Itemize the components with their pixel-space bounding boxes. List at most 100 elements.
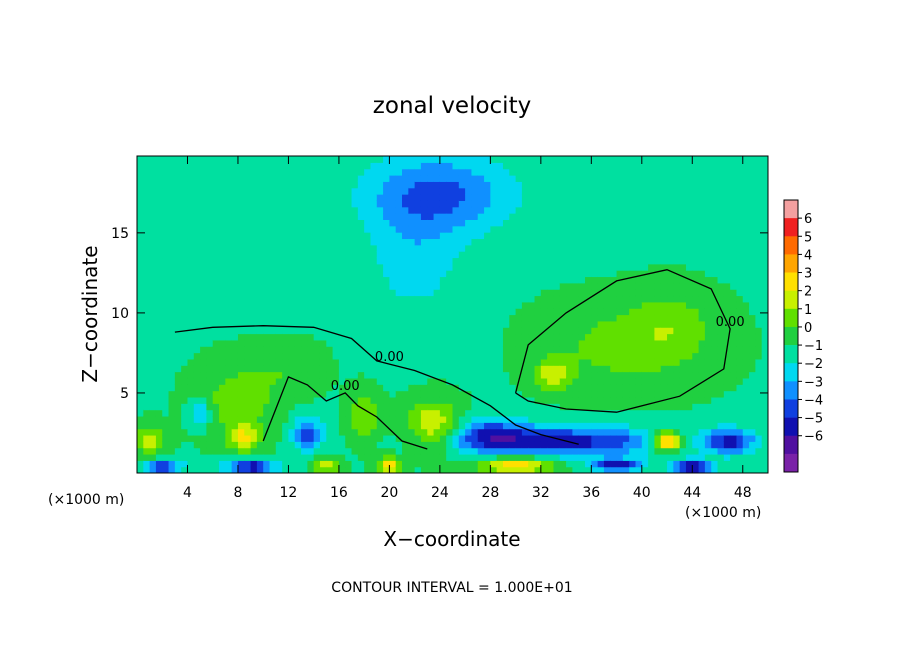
heatmap-cell <box>679 194 687 201</box>
heatmap-cell <box>553 327 561 335</box>
heatmap-cell <box>168 257 176 265</box>
heatmap-cell <box>174 453 182 461</box>
heatmap-cell <box>414 263 422 271</box>
heatmap-cell <box>225 333 233 341</box>
heatmap-cell <box>648 365 656 373</box>
heatmap-cell <box>711 390 719 398</box>
heatmap-cell <box>433 422 441 430</box>
heatmap-cell <box>200 187 208 195</box>
heatmap-cell <box>673 422 681 430</box>
heatmap-cell <box>610 390 618 398</box>
heatmap-cell <box>301 314 308 322</box>
heatmap-cell <box>294 276 302 284</box>
heatmap-cell <box>496 289 504 297</box>
heatmap-cell <box>490 156 498 163</box>
heatmap-cell <box>294 244 302 252</box>
heatmap-cell <box>332 301 340 309</box>
heatmap-cell <box>490 175 498 182</box>
heatmap-cell <box>237 352 245 360</box>
heatmap-cell <box>761 403 768 411</box>
heatmap-cell <box>307 377 315 385</box>
heatmap-cell <box>414 187 422 195</box>
heatmap-cell <box>471 276 479 284</box>
heatmap-cell <box>357 333 365 341</box>
heatmap-cell <box>332 466 340 473</box>
heatmap-cell <box>263 365 271 373</box>
heatmap-cell <box>313 352 321 360</box>
heatmap-cell <box>137 295 144 303</box>
heatmap-cell <box>553 358 561 366</box>
heatmap-cell <box>395 403 403 411</box>
heatmap-cell <box>408 434 416 442</box>
heatmap-cell <box>446 333 454 341</box>
heatmap-cell <box>553 365 561 373</box>
heatmap-cell <box>231 453 239 461</box>
heatmap-cell <box>383 365 390 373</box>
heatmap-cell <box>282 441 290 449</box>
heatmap-cell <box>591 320 599 328</box>
heatmap-cell <box>237 238 245 246</box>
heatmap-cell <box>528 194 536 201</box>
heatmap-cell <box>408 257 416 265</box>
heatmap-cell <box>572 434 580 442</box>
heatmap-cell <box>559 390 567 398</box>
heatmap-cell <box>742 200 750 208</box>
heatmap-cell <box>496 156 504 163</box>
heatmap-cell <box>301 213 308 220</box>
heatmap-cell <box>370 187 378 195</box>
heatmap-cell <box>654 384 662 392</box>
heatmap-cell <box>685 194 693 201</box>
heatmap-cell <box>351 168 359 176</box>
heatmap-cell <box>673 213 681 220</box>
heatmap-cell <box>357 168 365 176</box>
heatmap-cell <box>408 460 416 468</box>
heatmap-cell <box>736 263 744 271</box>
heatmap-cell <box>389 346 397 354</box>
heatmap-cell <box>181 251 189 259</box>
heatmap-cell <box>496 213 504 220</box>
heatmap-cell <box>376 377 384 385</box>
heatmap-cell <box>692 384 700 392</box>
heatmap-cell <box>622 282 630 290</box>
heatmap-cell <box>490 200 498 208</box>
heatmap-cell <box>338 346 346 354</box>
heatmap-cell <box>433 225 441 233</box>
heatmap-cell <box>591 276 599 284</box>
heatmap-cell <box>294 175 302 182</box>
heatmap-cell <box>616 156 624 163</box>
heatmap-cell <box>566 289 573 297</box>
heatmap-cell <box>736 219 744 227</box>
heatmap-cell <box>591 168 599 176</box>
heatmap-cell <box>414 365 422 373</box>
heatmap-cell <box>364 225 372 233</box>
heatmap-cell <box>534 187 542 195</box>
heatmap-cell <box>597 358 605 366</box>
heatmap-cell <box>566 219 573 227</box>
heatmap-cell <box>547 453 555 461</box>
heatmap-cell <box>162 295 170 303</box>
heatmap-cell <box>622 225 630 233</box>
heatmap-cell <box>591 365 599 373</box>
heatmap-cell <box>307 251 315 259</box>
heatmap-cell <box>313 289 321 297</box>
heatmap-cell <box>446 251 454 259</box>
heatmap-cell <box>717 175 725 182</box>
heatmap-cell <box>566 434 573 442</box>
heatmap-cell <box>711 460 719 468</box>
heatmap-cell <box>219 181 226 189</box>
heatmap-cell <box>282 365 290 373</box>
heatmap-cell <box>749 175 756 182</box>
heatmap-cell <box>174 213 182 220</box>
heatmap-cell <box>597 352 605 360</box>
heatmap-cell <box>370 466 378 473</box>
heatmap-cell <box>692 232 700 240</box>
heatmap-cell <box>597 346 605 354</box>
heatmap-cell <box>439 270 447 278</box>
heatmap-cell <box>187 314 195 322</box>
heatmap-cell <box>452 238 460 246</box>
heatmap-cell <box>263 232 271 240</box>
heatmap-cell <box>484 251 491 259</box>
heatmap-cell <box>603 232 611 240</box>
heatmap-cell <box>591 358 599 366</box>
heatmap-cell <box>345 175 353 182</box>
